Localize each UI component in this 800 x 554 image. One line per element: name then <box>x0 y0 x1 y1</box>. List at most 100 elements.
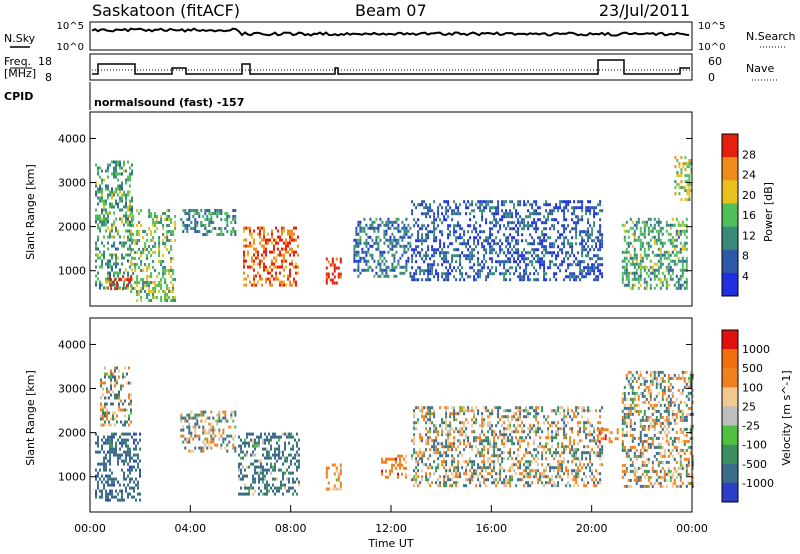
echo-cell-6 <box>593 481 596 485</box>
echo-cell-6 <box>383 223 386 227</box>
echo-cell-1 <box>116 284 119 288</box>
echo-cell-7 <box>595 242 598 246</box>
echo-cell-6 <box>405 262 408 266</box>
echo-cell-3 <box>204 224 207 227</box>
echo-cell-5 <box>333 281 336 285</box>
echo-cell-6 <box>419 409 422 413</box>
echo-cell-3 <box>290 453 292 457</box>
echo-cell-2 <box>154 221 157 224</box>
echo-cell-0 <box>125 229 127 233</box>
echo-cell-6 <box>507 436 510 440</box>
echo-cell-6 <box>513 430 516 434</box>
echo-cell-0 <box>111 226 113 230</box>
echo-cell-2 <box>166 299 169 302</box>
echo-cell-5 <box>381 472 383 476</box>
echo-cell-3 <box>290 435 292 439</box>
echo-cell-7 <box>505 269 508 273</box>
echo-cell-6 <box>499 475 502 479</box>
echo-cell-8 <box>659 277 662 281</box>
echo-cell-6 <box>445 412 448 416</box>
echo-cell-2 <box>204 428 207 432</box>
echo-cell-6 <box>377 226 380 230</box>
echo-cell-3 <box>204 218 207 221</box>
echo-cell-8 <box>685 229 688 233</box>
echo-cell-4 <box>339 466 342 470</box>
echo-cell-6 <box>519 439 522 443</box>
echo-cell-6 <box>559 454 562 458</box>
echo-cell-7 <box>587 239 590 243</box>
echo-cell-6 <box>441 433 444 437</box>
echo-cell-2 <box>138 257 141 260</box>
echo-cell-6 <box>571 448 574 452</box>
echo-cell-2 <box>208 416 211 420</box>
echo-cell-8 <box>633 403 636 407</box>
echo-cell-7 <box>441 257 444 261</box>
echo-cell-0 <box>109 435 111 439</box>
echo-cell-4 <box>285 259 287 263</box>
echo-cell-7 <box>533 218 536 222</box>
echo-cell-7 <box>511 215 514 219</box>
echo-cell-6 <box>485 436 488 440</box>
echo-cell-8 <box>625 277 628 281</box>
echo-cell-7 <box>529 278 532 282</box>
echo-cell-0 <box>115 199 117 203</box>
echo-cell-4 <box>247 250 249 254</box>
echo-cell-6 <box>509 409 512 413</box>
echo-cell-6 <box>497 472 500 476</box>
echo-cell-8 <box>655 268 658 272</box>
echo-cell-6 <box>445 406 448 410</box>
echo-cell-0 <box>101 489 103 493</box>
echo-cell-8 <box>633 247 636 251</box>
echo-cell-6 <box>481 424 484 428</box>
echo-cell-7 <box>475 230 478 234</box>
echo-cell-6 <box>483 454 486 458</box>
echo-cell-2 <box>144 230 147 233</box>
echo-cell-4 <box>269 277 271 281</box>
echo-cell-7 <box>435 251 438 255</box>
echo-cell-7 <box>433 233 436 237</box>
echo-cell-7 <box>549 236 552 240</box>
echo-cell-7 <box>525 263 528 267</box>
echo-cell-6 <box>391 241 394 245</box>
echo-cell-8 <box>623 223 626 227</box>
echo-cell-7 <box>547 212 550 216</box>
echo-cell-6 <box>573 412 576 416</box>
echo-cell-2 <box>140 299 143 302</box>
echo-cell-6 <box>519 409 522 413</box>
echo-cell-7 <box>519 278 522 282</box>
echo-cell-6 <box>477 448 480 452</box>
echo-cell-8 <box>635 409 638 413</box>
echo-cell-6 <box>521 427 524 431</box>
echo-cell-7 <box>531 236 534 240</box>
echo-cell-6 <box>443 457 446 461</box>
echo-cell-2 <box>138 266 141 269</box>
echo-cell-7 <box>481 218 484 222</box>
echo-cell-6 <box>533 430 536 434</box>
echo-cell-6 <box>449 424 452 428</box>
echo-cell-3 <box>264 477 266 481</box>
echo-cell-0 <box>109 265 111 269</box>
echo-cell-2 <box>206 446 209 450</box>
echo-cell-6 <box>599 421 602 425</box>
echo-cell-0 <box>125 202 127 206</box>
echo-cell-6 <box>557 442 560 446</box>
echo-cell-7 <box>419 203 422 207</box>
echo-cell-2 <box>160 215 163 218</box>
echo-cell-6 <box>577 466 580 470</box>
echo-cell-2 <box>154 230 157 233</box>
echo-cell-1 <box>124 414 126 418</box>
echo-cell-8 <box>639 277 642 281</box>
echo-cell-2 <box>158 245 161 248</box>
echo-cell-0 <box>117 205 119 209</box>
echo-cell-1 <box>128 417 130 421</box>
echo-cell-0 <box>123 271 125 275</box>
echo-cell-6 <box>527 409 530 413</box>
echo-cell-7 <box>421 278 424 282</box>
echo-cell-0 <box>119 441 121 445</box>
echo-cell-6 <box>487 430 490 434</box>
echo-cell-7 <box>473 248 476 252</box>
echo-cell-6 <box>483 481 486 485</box>
echo-cell-7 <box>471 230 474 234</box>
echo-cell-7 <box>589 206 592 210</box>
echo-cell-7 <box>537 242 540 246</box>
